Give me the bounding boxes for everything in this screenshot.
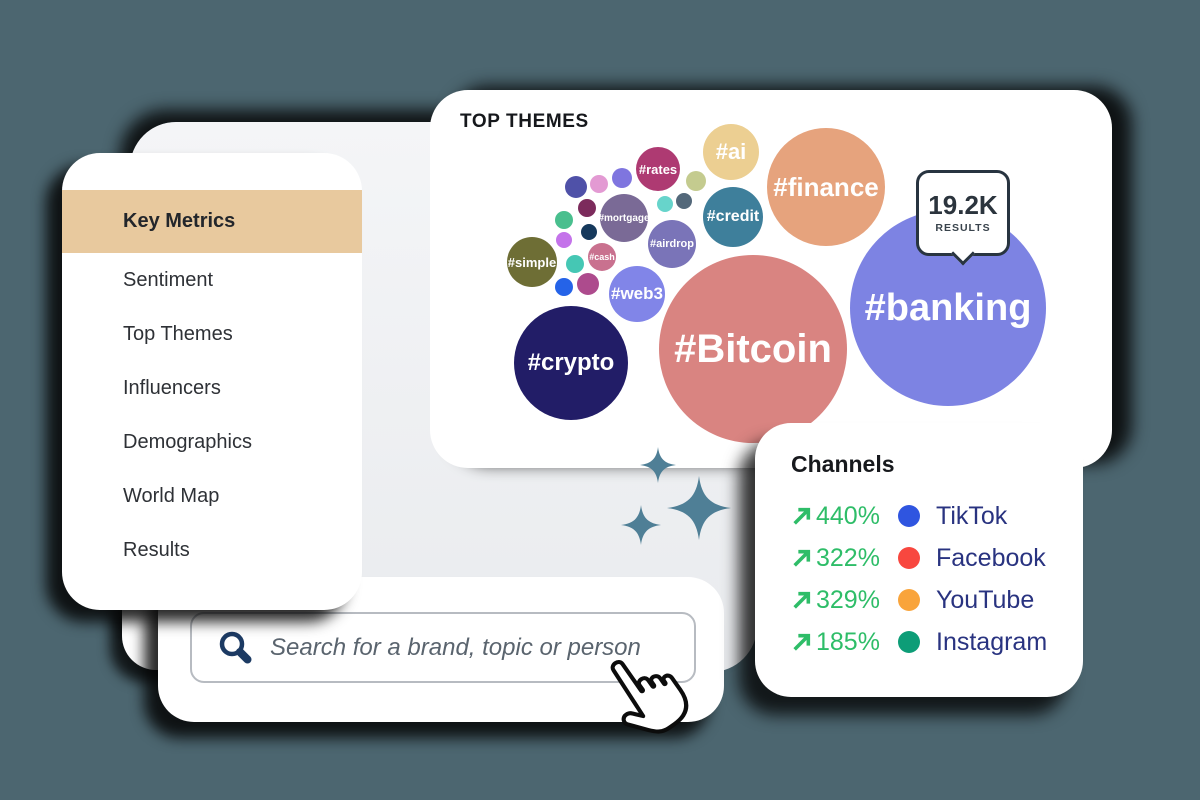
theme-bubble-ai[interactable]: #ai	[703, 124, 759, 180]
theme-bubble-small	[578, 199, 596, 217]
channel-row-instagram[interactable]: 185% Instagram	[791, 621, 1065, 663]
channel-name: TikTok	[936, 501, 1008, 530]
theme-bubble-finance[interactable]: #finance	[767, 128, 885, 246]
sidebar-item-demographics[interactable]: Demographics	[123, 430, 252, 453]
channel-row-tiktok[interactable]: 440% TikTok	[791, 495, 1065, 537]
search-icon	[219, 631, 252, 663]
channel-change: 440%	[816, 501, 880, 530]
channels-list: 440% TikTok 322% Facebook 329% YouTube 185% Ins…	[791, 495, 1065, 663]
sparkle-icon	[667, 476, 731, 540]
sidebar-item-world-map[interactable]: World Map	[123, 484, 220, 507]
theme-bubble-simple[interactable]: #simple	[507, 237, 557, 287]
channel-name: Instagram	[936, 627, 1048, 656]
theme-bubble-crypto[interactable]: #crypto	[514, 306, 628, 420]
channel-change: 322%	[816, 543, 880, 572]
channel-name: YouTube	[936, 585, 1035, 614]
trend-up-icon	[793, 633, 811, 651]
channel-dot-icon	[898, 547, 920, 569]
theme-bubble-small	[590, 175, 608, 193]
sidebar-item-key-metrics[interactable]: Key Metrics	[62, 190, 362, 253]
theme-bubble-mortgage[interactable]: #mortgage	[598, 194, 650, 242]
results-label: RESULTS	[935, 221, 991, 234]
theme-bubble-bitcoin[interactable]: #Bitcoin	[659, 255, 847, 443]
channels-title: Channels	[791, 451, 895, 477]
channel-change: 329%	[816, 585, 880, 614]
search-box	[190, 612, 696, 683]
sidebar-item-results[interactable]: Results	[123, 538, 190, 561]
theme-bubble-small	[686, 171, 706, 191]
theme-bubble-small	[676, 193, 692, 209]
channels-card: Channels 440% TikTok 322% Facebook 329% YouTu…	[755, 423, 1083, 697]
sidebar-item-sentiment[interactable]: Sentiment	[123, 268, 214, 291]
channel-row-facebook[interactable]: 322% Facebook	[791, 537, 1065, 579]
channel-dot-icon	[898, 631, 920, 653]
channel-change: 185%	[816, 627, 880, 656]
channel-dot-icon	[898, 505, 920, 527]
theme-bubble-credit[interactable]: #credit	[703, 187, 763, 247]
theme-bubble-small	[555, 278, 573, 296]
sidebar-card: Key Metrics Sentiment Top Themes Influence…	[62, 153, 362, 610]
channel-dot-icon	[898, 589, 920, 611]
theme-bubble-small	[555, 211, 573, 229]
theme-bubble-rates[interactable]: #rates	[636, 147, 680, 191]
channel-row-youtube[interactable]: 329% YouTube	[791, 579, 1065, 621]
theme-bubble-small	[612, 168, 632, 188]
results-badge: 19.2K RESULTS	[916, 170, 1010, 266]
theme-bubble-airdrop[interactable]: #airdrop	[648, 220, 696, 268]
theme-bubble-small	[565, 176, 587, 198]
results-count: 19.2K	[928, 190, 998, 221]
theme-bubble-small	[577, 273, 599, 295]
sidebar-menu: Sentiment Top Themes Influencers Demographi…	[123, 253, 352, 577]
sidebar-item-top-themes[interactable]: Top Themes	[123, 322, 233, 345]
trend-up-icon	[793, 591, 811, 609]
search-input[interactable]	[190, 612, 696, 683]
sidebar-item-influencers[interactable]: Influencers	[123, 376, 221, 399]
trend-up-icon	[793, 549, 811, 567]
trend-up-icon	[793, 507, 811, 525]
top-themes-title: TOP THEMES	[460, 111, 589, 132]
theme-bubble-small	[566, 255, 584, 273]
sidebar-active-label: Key Metrics	[123, 210, 236, 232]
theme-bubble-small	[657, 196, 673, 212]
theme-bubble-small	[581, 224, 597, 240]
hand-cursor-icon	[610, 659, 689, 734]
sparkle-icon	[640, 447, 676, 483]
theme-bubble-small	[556, 232, 572, 248]
theme-bubble-web3[interactable]: #web3	[609, 266, 665, 322]
sparkle-icon	[621, 505, 661, 545]
theme-bubble-cash[interactable]: #cash	[588, 243, 616, 271]
channel-name: Facebook	[936, 543, 1046, 572]
